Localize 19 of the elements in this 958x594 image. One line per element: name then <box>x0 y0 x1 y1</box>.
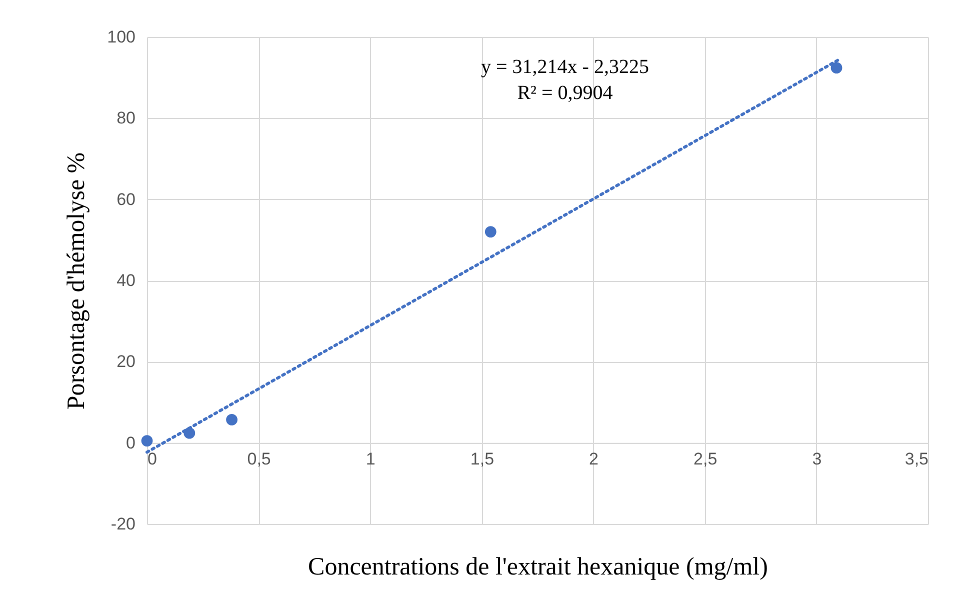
y-tick-label: 0 <box>126 433 136 452</box>
y-tick-label: 40 <box>116 271 136 290</box>
x-tick-label: 3,5 <box>904 449 928 468</box>
annotation: y = 31,214x - 2,3225 <box>481 56 649 78</box>
y-tick-label: 80 <box>116 108 136 128</box>
y-tick-label: 100 <box>107 28 136 46</box>
y-tick-label: 20 <box>116 352 136 372</box>
x-tick-label: 2,5 <box>694 449 718 468</box>
y-tick-label: 60 <box>116 190 136 209</box>
x-tick-label: 0 <box>148 449 157 468</box>
y-tick-label: -20 <box>110 514 136 534</box>
annotation: R² = 0,9904 <box>517 82 613 104</box>
y-axis-title: Porsontage d'hémolyse % <box>63 152 90 410</box>
x-tick-label: 2 <box>589 449 599 468</box>
x-tick-label: 1 <box>366 449 376 468</box>
x-axis-title: Concentrations de l'extrait hexanique (mg/ml) <box>308 554 768 580</box>
x-tick-label: 3 <box>812 449 822 468</box>
x-tick-label: 1,5 <box>470 449 494 468</box>
x-tick-label: 0,5 <box>247 449 271 468</box>
